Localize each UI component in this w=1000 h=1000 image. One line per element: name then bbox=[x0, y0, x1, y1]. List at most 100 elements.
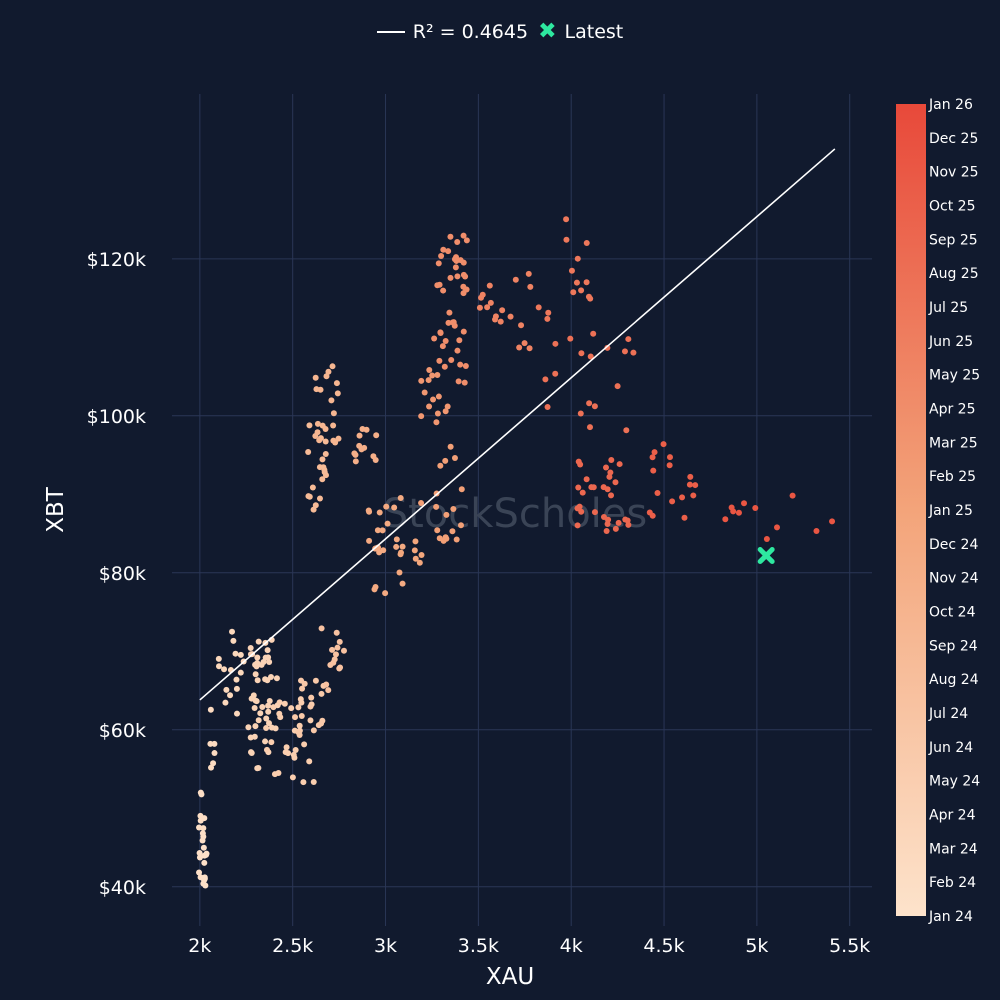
data-point bbox=[255, 764, 262, 771]
data-point bbox=[334, 390, 341, 397]
data-point bbox=[199, 837, 206, 844]
data-point bbox=[333, 380, 340, 387]
x-tick-label: 3k bbox=[374, 935, 397, 957]
data-point bbox=[573, 279, 580, 286]
data-point bbox=[583, 279, 590, 286]
colorbar-label: Dec 24 bbox=[929, 537, 978, 553]
data-point bbox=[578, 287, 585, 294]
data-point bbox=[233, 685, 240, 692]
latest-marker-icon: ✖ bbox=[538, 19, 557, 44]
legend-item-latest[interactable]: ✖ Latest bbox=[538, 19, 623, 44]
data-point bbox=[600, 484, 607, 491]
data-point bbox=[198, 791, 205, 798]
colorbar-label: Aug 24 bbox=[929, 672, 979, 688]
data-point bbox=[200, 825, 207, 832]
data-point bbox=[752, 505, 759, 512]
data-point bbox=[449, 528, 456, 535]
data-point bbox=[319, 456, 326, 463]
data-point bbox=[435, 260, 442, 267]
data-point bbox=[383, 503, 390, 510]
colorbar-label: Apr 25 bbox=[929, 402, 975, 418]
data-point bbox=[544, 403, 551, 410]
data-point bbox=[722, 516, 729, 523]
watermark: StockScholes bbox=[383, 491, 647, 537]
data-point bbox=[431, 335, 438, 342]
data-point bbox=[397, 551, 404, 558]
data-point bbox=[308, 694, 315, 701]
data-point bbox=[268, 674, 275, 681]
data-point bbox=[412, 538, 419, 545]
data-point bbox=[512, 276, 519, 283]
data-point bbox=[379, 527, 386, 534]
data-point bbox=[447, 443, 454, 450]
data-point bbox=[254, 654, 261, 661]
colorbar-labels: Jan 26 Dec 25 Nov 25 Oct 25 Sep 25 Aug 25 Jul … bbox=[928, 97, 980, 925]
data-point bbox=[352, 458, 359, 465]
data-point bbox=[507, 313, 514, 320]
data-point bbox=[728, 504, 735, 511]
data-point bbox=[426, 403, 433, 410]
data-point bbox=[455, 378, 462, 385]
data-point bbox=[614, 383, 621, 390]
data-point bbox=[281, 700, 288, 707]
data-point bbox=[312, 433, 319, 440]
data-point bbox=[299, 685, 306, 692]
data-point bbox=[789, 492, 796, 499]
data-point bbox=[442, 337, 449, 344]
data-point bbox=[263, 725, 270, 732]
colorbar-label: Feb 24 bbox=[929, 875, 976, 891]
data-point bbox=[263, 746, 270, 753]
latest-marker-stroke bbox=[757, 547, 775, 565]
data-point bbox=[323, 373, 330, 380]
data-point bbox=[666, 462, 673, 469]
data-point bbox=[453, 536, 460, 543]
data-point bbox=[430, 396, 437, 403]
data-point bbox=[451, 455, 458, 462]
data-point bbox=[317, 386, 324, 393]
latest-marker[interactable] bbox=[757, 547, 775, 565]
data-point bbox=[622, 516, 629, 523]
x-tick-label: 2.5k bbox=[272, 935, 313, 957]
data-point bbox=[393, 543, 400, 550]
data-point bbox=[516, 344, 523, 351]
data-point bbox=[448, 357, 455, 364]
y-tick-label: $40k bbox=[99, 877, 146, 899]
data-point bbox=[575, 484, 582, 491]
data-point bbox=[434, 410, 441, 417]
data-point bbox=[262, 738, 269, 745]
data-point bbox=[463, 286, 470, 293]
data-point bbox=[454, 347, 461, 354]
data-point bbox=[434, 527, 441, 534]
data-point bbox=[207, 706, 214, 713]
data-point bbox=[255, 638, 262, 645]
data-point bbox=[462, 362, 469, 369]
colorbar-label: Oct 24 bbox=[929, 605, 976, 621]
data-point bbox=[276, 699, 283, 706]
data-point bbox=[196, 850, 203, 857]
data-point bbox=[296, 731, 303, 738]
data-point bbox=[447, 274, 454, 281]
data-point bbox=[318, 690, 325, 697]
x-tick-label: 5.5k bbox=[829, 935, 870, 957]
data-point bbox=[229, 628, 236, 635]
data-point bbox=[574, 522, 581, 529]
data-point bbox=[444, 403, 451, 410]
data-point bbox=[334, 644, 341, 651]
x-tick-label: 4k bbox=[560, 935, 583, 957]
fit-line bbox=[199, 148, 836, 701]
colorbar-label: Oct 25 bbox=[929, 199, 975, 215]
data-point bbox=[612, 525, 619, 532]
data-point bbox=[590, 330, 597, 337]
data-point bbox=[666, 454, 673, 461]
data-point bbox=[576, 503, 583, 510]
data-point bbox=[542, 376, 549, 383]
data-point bbox=[445, 248, 452, 255]
legend-item-fit[interactable]: R² = 0.4645 bbox=[376, 21, 528, 43]
data-point bbox=[259, 704, 266, 711]
data-point bbox=[316, 495, 323, 502]
data-point bbox=[433, 503, 440, 510]
data-point bbox=[440, 287, 447, 294]
data-point bbox=[416, 559, 423, 566]
data-point bbox=[325, 687, 332, 694]
data-point bbox=[201, 874, 208, 881]
